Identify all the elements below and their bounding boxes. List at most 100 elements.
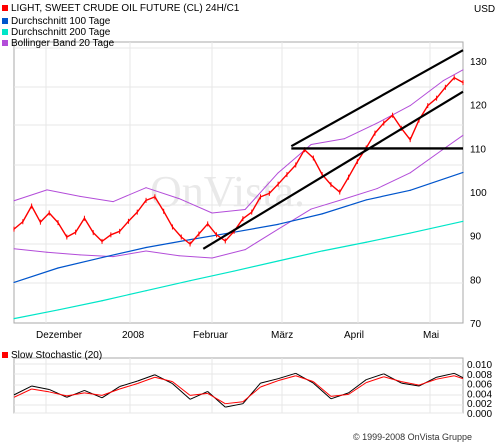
ma200-segment-8 — [365, 232, 411, 243]
stoch-series-0-segment-7 — [137, 374, 156, 382]
stoch-series-0-segment-21 — [383, 373, 402, 384]
stoch-series-0-segment-14 — [260, 378, 279, 384]
stoch-series-1-segment-5 — [101, 388, 120, 396]
y-tick-label-6: 130 — [470, 57, 487, 68]
price-segment-32 — [295, 149, 306, 166]
price-segment-1 — [22, 205, 33, 223]
trendline-0 — [202, 90, 464, 250]
price-segment-18 — [171, 226, 182, 238]
legend-swatch-bollinger — [2, 40, 8, 46]
price-segment-3 — [39, 212, 50, 223]
price-segment-10 — [101, 234, 112, 243]
ma100-segment-3 — [145, 239, 191, 249]
bollinger-upper-segment-2 — [79, 195, 114, 203]
price-segment-16 — [154, 196, 165, 212]
bollinger-upper-segment-10 — [343, 122, 378, 140]
main-x-axis-labels: Dezember 2008 Februar März April Mai — [36, 330, 439, 341]
copyright-text: © 1999-2008 OnVista Gruppe — [353, 432, 472, 442]
ma100-segment-0 — [13, 267, 59, 284]
stoch-series-0-segment-24 — [436, 372, 455, 378]
stoch-series-0-segment-20 — [365, 373, 384, 381]
x-label-april: April — [344, 330, 364, 341]
currency-label: USD — [474, 4, 495, 15]
stoch-series-0-segment-12 — [225, 403, 243, 408]
price-segment-29 — [268, 183, 279, 195]
price-segment-13 — [127, 211, 138, 222]
y-tick-label-1: 80 — [470, 275, 482, 286]
price-segment-2 — [30, 205, 42, 223]
stochastic-legend-swatch — [2, 352, 8, 358]
x-label-februar: Februar — [193, 330, 229, 341]
price-segment-28 — [259, 192, 271, 198]
stoch-series-0-segment-22 — [401, 382, 420, 387]
price-segment-5 — [57, 221, 68, 238]
price-segment-30 — [277, 173, 288, 185]
stoch-y-tick-label-1: 0.002 — [467, 399, 492, 410]
price-segment-42 — [383, 114, 394, 124]
stoch-series-1-segment-24 — [436, 375, 455, 380]
stoch-series-0-segment-10 — [189, 390, 208, 400]
stoch-series-1-segment-1 — [31, 388, 50, 393]
bollinger-upper-segment-5 — [178, 198, 213, 214]
stoch-series-1-segment-21 — [383, 376, 402, 383]
price-segment-17 — [162, 210, 174, 228]
stoch-series-1-segment-22 — [401, 381, 420, 386]
legend-swatch-ma200 — [2, 29, 8, 35]
stoch-series-1-segment-18 — [330, 393, 349, 397]
ma200-segment-9 — [409, 220, 464, 234]
bollinger-lower-segment-3 — [112, 250, 147, 258]
x-label-dezember: Dezember — [36, 330, 83, 341]
stoch-series-1-segment-19 — [348, 382, 367, 395]
bollinger-upper-segment-6 — [211, 209, 246, 214]
bollinger-upper-segment-12 — [409, 80, 444, 107]
price-segment-36 — [330, 183, 341, 193]
stoch-series-1-segment-23 — [418, 378, 437, 386]
stoch-series-0-segment-19 — [348, 379, 367, 394]
y-tick-label-0: 70 — [470, 319, 482, 330]
ma100-segment-9 — [409, 171, 464, 191]
stoch-series-1-segment-12 — [225, 401, 243, 405]
ma100-segment-5 — [233, 223, 279, 233]
x-label-mai: Mai — [423, 330, 439, 341]
stochastic-series-layer — [13, 372, 464, 408]
bollinger-lower-segment-13 — [442, 134, 464, 150]
y-tick-label-3: 100 — [470, 188, 487, 199]
stoch-series-0-segment-11 — [207, 391, 226, 408]
ma100-segment-7 — [321, 199, 367, 215]
stoch-series-0-segment-1 — [31, 385, 50, 390]
ma200-segment-0 — [13, 309, 59, 320]
bollinger-lower-segment-8 — [277, 208, 312, 230]
trendline-layer — [202, 49, 464, 250]
ma200-segment-5 — [233, 260, 279, 272]
price-segment-21 — [198, 223, 209, 235]
stoch-y-tick-label-3: 0.006 — [467, 380, 492, 391]
main-chart-grid — [14, 42, 463, 323]
price-segment-4 — [48, 212, 59, 224]
price-segment-8 — [83, 217, 94, 234]
bollinger-upper-segment-1 — [46, 189, 81, 197]
bollinger-lower-segment-1 — [46, 251, 81, 256]
ma100-segment-8 — [365, 189, 411, 201]
price-segment-45 — [409, 119, 420, 141]
stoch-series-1-segment-16 — [295, 375, 314, 383]
ma100-segment-1 — [57, 256, 103, 269]
price-segment-38 — [347, 160, 359, 178]
watermark-text: OnVista. — [150, 167, 305, 216]
legend-bollinger-label: Bollinger Band 20 Tage — [11, 38, 115, 49]
x-label-maerz: März — [271, 330, 293, 341]
stoch-series-0-segment-0 — [13, 385, 32, 396]
price-segment-43 — [391, 114, 403, 130]
main-legend: LIGHT, SWEET CRUDE OIL FUTURE (CL) 24H/C… — [2, 3, 495, 49]
stochastic-legend: Slow Stochastic (20) — [2, 350, 102, 361]
ma200-segment-1 — [57, 300, 103, 311]
price-segment-6 — [66, 231, 77, 238]
stoch-series-1-segment-6 — [119, 383, 138, 390]
bollinger-lower-segment-11 — [376, 172, 411, 190]
stoch-series-0-segment-15 — [277, 372, 296, 380]
stoch-y-tick-label-5: 0.010 — [467, 360, 492, 371]
y-tick-label-5: 120 — [470, 101, 487, 112]
